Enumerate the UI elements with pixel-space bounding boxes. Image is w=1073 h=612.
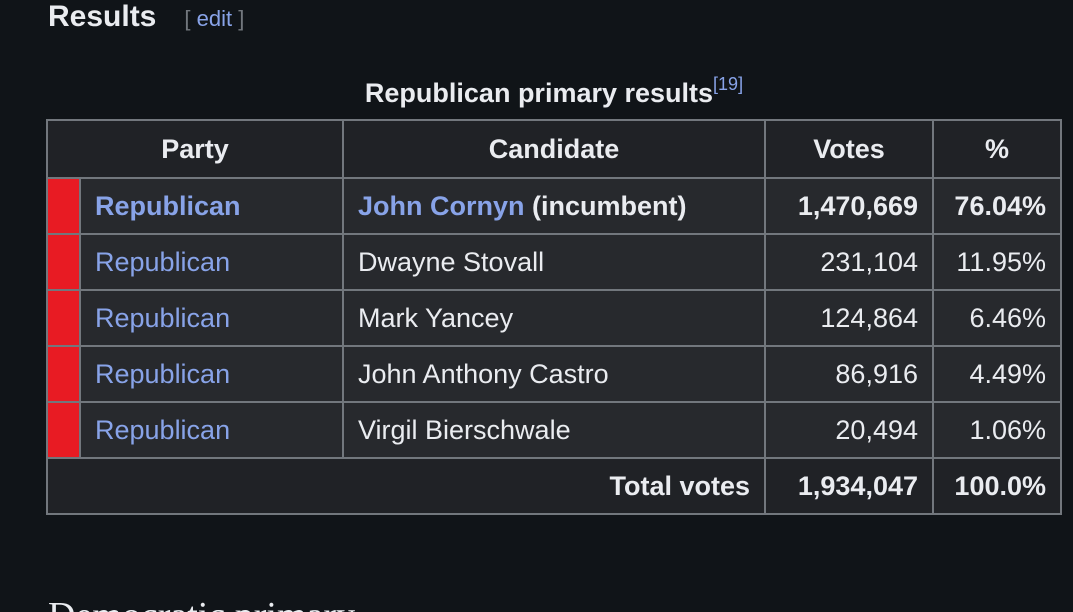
total-label: Total votes <box>46 457 766 515</box>
party-cell: Republican <box>79 401 344 459</box>
party-link[interactable]: Republican <box>95 358 231 389</box>
next-section-heading: Democratic primary <box>48 594 355 612</box>
incumbent-label: (incumbent) <box>524 190 687 221</box>
candidate-cell: Mark Yancey <box>342 289 766 347</box>
party-link[interactable]: Republican <box>95 414 231 445</box>
party-color-swatch <box>46 233 81 291</box>
table-row: Republican John Anthony Castro 86,916 4.… <box>46 345 1062 403</box>
table-caption: Republican primary results[19] <box>46 74 1062 109</box>
table-row: Republican Mark Yancey 124,864 6.46% <box>46 289 1062 347</box>
percent-cell: 11.95% <box>932 233 1062 291</box>
section-title: Results <box>48 0 157 33</box>
percent-cell: 76.04% <box>932 177 1062 235</box>
edit-bracket-open: [ <box>184 6 191 31</box>
party-color-swatch <box>46 345 81 403</box>
table-row: Republican Dwayne Stovall 231,104 11.95% <box>46 233 1062 291</box>
edit-link[interactable]: edit <box>196 6 233 31</box>
header-votes: Votes <box>764 119 934 179</box>
party-color-swatch <box>46 177 81 235</box>
total-row: Total votes 1,934,047 100.0% <box>46 457 1062 515</box>
percent-cell: 4.49% <box>932 345 1062 403</box>
edit-section: [ edit ] <box>184 6 244 32</box>
votes-cell: 20,494 <box>764 401 934 459</box>
table-row: Republican Virgil Bierschwale 20,494 1.0… <box>46 401 1062 459</box>
party-link[interactable]: Republican <box>95 246 231 277</box>
votes-cell: 86,916 <box>764 345 934 403</box>
candidate-cell: John Cornyn (incumbent) <box>342 177 766 235</box>
table-row: Republican John Cornyn (incumbent) 1,470… <box>46 177 1062 235</box>
candidate-cell: Dwayne Stovall <box>342 233 766 291</box>
results-table: Party Candidate Votes % Republican John … <box>46 119 1062 515</box>
party-color-swatch <box>46 289 81 347</box>
total-votes: 1,934,047 <box>764 457 934 515</box>
citation-link[interactable]: [19] <box>713 74 744 94</box>
party-cell: Republican <box>79 345 344 403</box>
total-percent: 100.0% <box>932 457 1062 515</box>
header-party: Party <box>46 119 344 179</box>
party-cell: Republican <box>79 289 344 347</box>
candidate-link[interactable]: John Cornyn <box>358 190 525 221</box>
header-row: Party Candidate Votes % <box>46 119 1062 179</box>
results-heading: Results [ edit ] <box>48 0 244 34</box>
votes-cell: 1,470,669 <box>764 177 934 235</box>
header-candidate: Candidate <box>342 119 766 179</box>
candidate-cell: Virgil Bierschwale <box>342 401 766 459</box>
edit-bracket-close: ] <box>238 6 245 31</box>
party-cell: Republican <box>79 177 344 235</box>
header-percent: % <box>932 119 1062 179</box>
party-link[interactable]: Republican <box>95 302 231 333</box>
percent-cell: 1.06% <box>932 401 1062 459</box>
caption-text: Republican primary results <box>364 78 714 108</box>
candidate-cell: John Anthony Castro <box>342 345 766 403</box>
party-color-swatch <box>46 401 81 459</box>
percent-cell: 6.46% <box>932 289 1062 347</box>
party-cell: Republican <box>79 233 344 291</box>
party-link[interactable]: Republican <box>95 190 241 221</box>
votes-cell: 124,864 <box>764 289 934 347</box>
votes-cell: 231,104 <box>764 233 934 291</box>
